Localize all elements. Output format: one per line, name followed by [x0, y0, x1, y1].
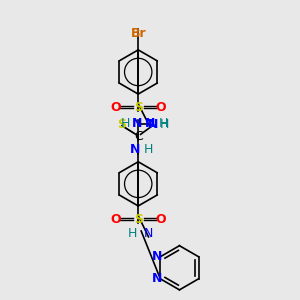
Text: H: H [128, 227, 137, 240]
Text: H: H [160, 118, 169, 131]
Text: N: N [130, 143, 140, 157]
Text: Br: Br [130, 27, 146, 40]
Text: N: N [144, 227, 153, 240]
Text: H: H [159, 117, 168, 130]
Text: N: N [152, 272, 163, 285]
Text: N: N [148, 118, 158, 131]
Text: S: S [134, 213, 143, 226]
Text: N: N [145, 117, 155, 130]
Text: O: O [111, 101, 122, 114]
Text: H: H [144, 143, 153, 157]
Text: H: H [120, 117, 130, 130]
Text: C: C [134, 130, 142, 143]
Text: O: O [155, 101, 166, 114]
Text: S: S [134, 101, 143, 114]
Text: N: N [132, 117, 142, 130]
Text: N: N [152, 250, 163, 263]
Text: O: O [155, 213, 166, 226]
Text: O: O [111, 213, 122, 226]
Text: S: S [118, 118, 127, 131]
